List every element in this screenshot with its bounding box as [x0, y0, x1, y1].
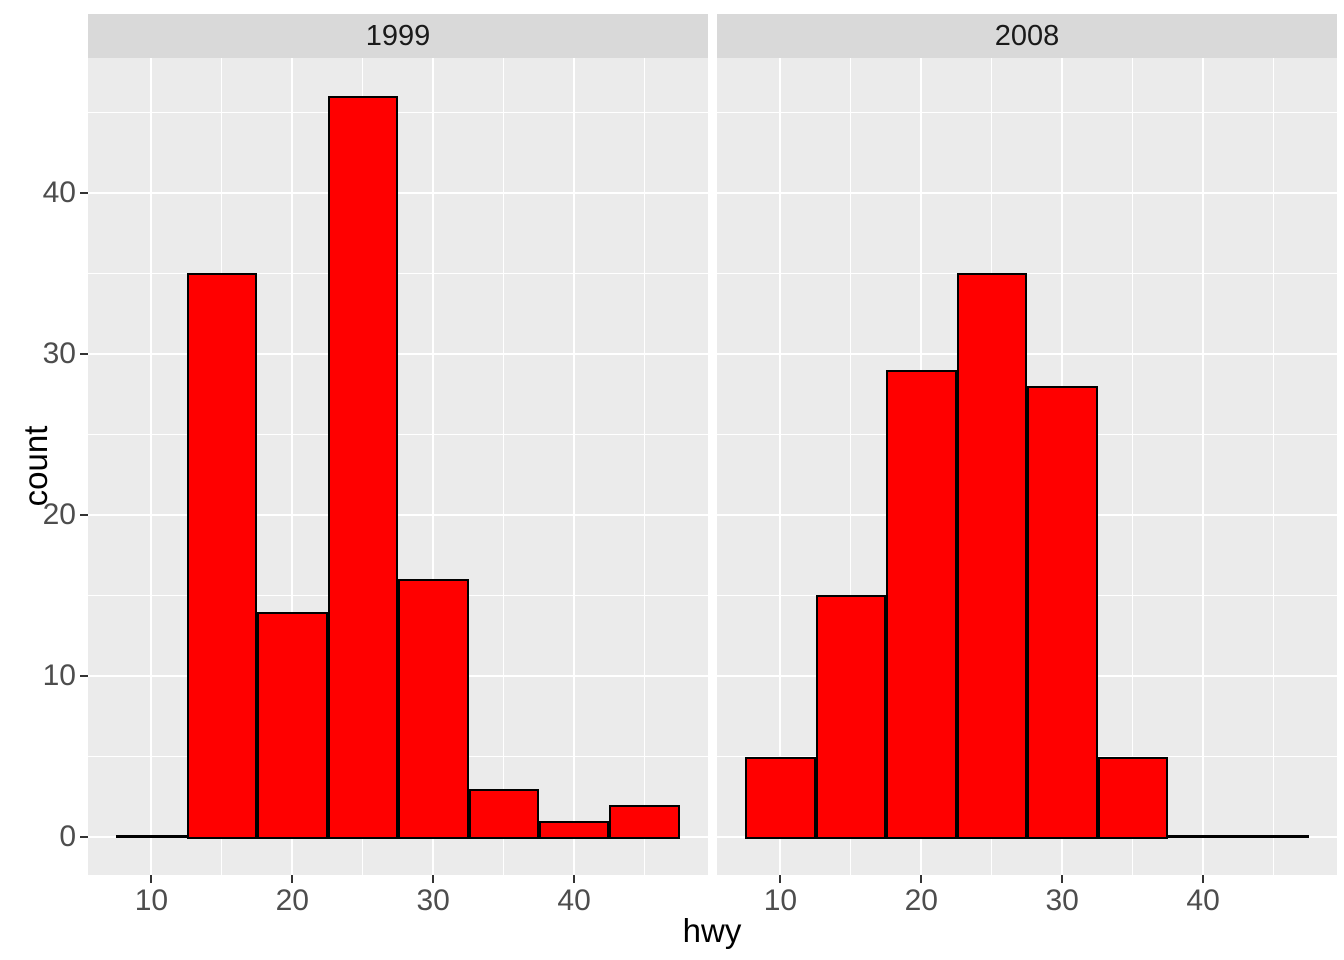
x-major-gridline	[150, 58, 153, 875]
y-tick-mark	[80, 352, 88, 355]
y-minor-gridline	[88, 272, 708, 274]
y-tick-label: 40	[42, 175, 76, 209]
y-major-gridline	[88, 352, 708, 355]
histogram-bar	[1027, 385, 1098, 839]
x-tick-mark	[779, 875, 782, 883]
x-minor-gridline	[1273, 58, 1275, 875]
y-tick-label: 30	[42, 336, 76, 370]
y-tick-mark	[80, 674, 88, 677]
y-minor-gridline	[88, 433, 708, 435]
y-tick-mark	[80, 513, 88, 516]
x-major-gridline	[573, 58, 576, 875]
y-tick-mark	[80, 191, 88, 194]
histogram-bar	[745, 756, 816, 839]
x-major-gridline	[1202, 58, 1205, 875]
y-tick-label: 20	[42, 497, 76, 531]
x-tick-label: 30	[416, 884, 450, 917]
histogram-zero-bin-line	[116, 835, 187, 838]
histogram-bar	[609, 804, 680, 839]
y-major-gridline	[88, 191, 708, 194]
y-axis-title: count	[17, 425, 54, 507]
facet-strip	[717, 14, 1337, 58]
x-tick-mark	[1202, 875, 1205, 883]
histogram-bar	[468, 788, 539, 839]
histogram-bar	[398, 579, 469, 839]
x-tick-label: 20	[904, 884, 938, 917]
y-major-gridline	[717, 191, 1337, 194]
x-tick-label: 30	[1045, 884, 1079, 917]
histogram-bar	[186, 273, 258, 839]
y-major-gridline	[88, 513, 708, 516]
histogram-bar	[886, 369, 957, 839]
x-minor-gridline	[503, 58, 505, 875]
facet-strip-label: 2008	[994, 19, 1060, 52]
y-minor-gridline	[717, 272, 1337, 274]
y-major-gridline	[717, 352, 1337, 355]
x-minor-gridline	[644, 58, 646, 875]
x-tick-mark	[1061, 875, 1064, 883]
x-major-gridline	[432, 58, 435, 875]
histogram-zero-bin-line	[1167, 835, 1239, 838]
histogram-bar	[538, 820, 610, 839]
x-tick-mark	[920, 875, 923, 883]
x-tick-mark	[150, 875, 153, 883]
histogram-bar	[327, 95, 398, 839]
x-tick-label: 40	[557, 884, 591, 917]
y-minor-gridline	[717, 111, 1337, 113]
y-minor-gridline	[88, 111, 708, 113]
histogram-bar	[815, 595, 887, 839]
x-tick-label: 20	[275, 884, 309, 917]
y-tick-label: 10	[42, 658, 76, 692]
x-tick-label: 10	[763, 884, 798, 917]
y-tick-label: 0	[59, 820, 76, 853]
x-minor-gridline	[850, 58, 852, 875]
x-axis-title: hwy	[682, 912, 742, 949]
histogram-bar	[257, 611, 328, 839]
x-minor-gridline	[1132, 58, 1134, 875]
x-major-gridline	[779, 58, 782, 875]
x-tick-mark	[291, 875, 294, 883]
histogram-bar	[1097, 756, 1168, 839]
histogram-bar	[956, 273, 1027, 839]
y-tick-mark	[80, 836, 88, 838]
x-tick-label: 40	[1186, 884, 1220, 917]
x-major-gridline	[291, 58, 294, 875]
facet-strip	[88, 14, 708, 58]
x-tick-mark	[432, 875, 435, 883]
histogram-zero-bin-line	[1238, 835, 1309, 838]
x-tick-mark	[573, 875, 576, 883]
x-tick-label: 10	[134, 884, 169, 917]
facet-strip-label: 1999	[365, 19, 431, 52]
